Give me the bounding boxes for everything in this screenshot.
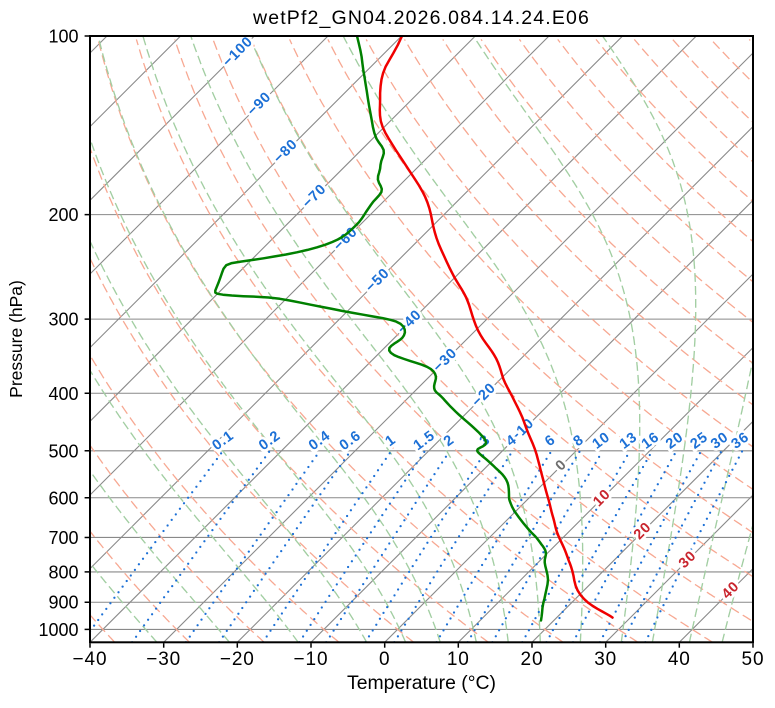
svg-text:0: 0 bbox=[379, 649, 390, 670]
svg-text:Pressure (hPa): Pressure (hPa) bbox=[6, 280, 26, 398]
svg-text:1000: 1000 bbox=[38, 620, 78, 640]
svg-text:20: 20 bbox=[521, 649, 544, 670]
svg-text:30: 30 bbox=[594, 649, 617, 670]
svg-text:500: 500 bbox=[48, 441, 78, 461]
svg-text:−10: −10 bbox=[294, 649, 329, 670]
svg-text:−40: −40 bbox=[73, 649, 108, 670]
svg-text:50: 50 bbox=[742, 649, 765, 670]
svg-text:700: 700 bbox=[48, 528, 78, 548]
svg-text:100: 100 bbox=[48, 27, 78, 47]
svg-text:400: 400 bbox=[48, 384, 78, 404]
svg-text:−30: −30 bbox=[146, 649, 181, 670]
svg-text:300: 300 bbox=[48, 310, 78, 330]
svg-text:200: 200 bbox=[48, 205, 78, 225]
svg-text:Temperature (°C): Temperature (°C) bbox=[347, 672, 496, 694]
svg-text:40: 40 bbox=[668, 649, 691, 670]
svg-text:10: 10 bbox=[447, 649, 470, 670]
svg-text:−20: −20 bbox=[220, 649, 255, 670]
svg-text:600: 600 bbox=[48, 488, 78, 508]
svg-text:800: 800 bbox=[48, 562, 78, 582]
svg-text:wetPf2_GN04.2026.084.14.24.E06: wetPf2_GN04.2026.084.14.24.E06 bbox=[252, 7, 590, 29]
svg-text:900: 900 bbox=[48, 593, 78, 613]
